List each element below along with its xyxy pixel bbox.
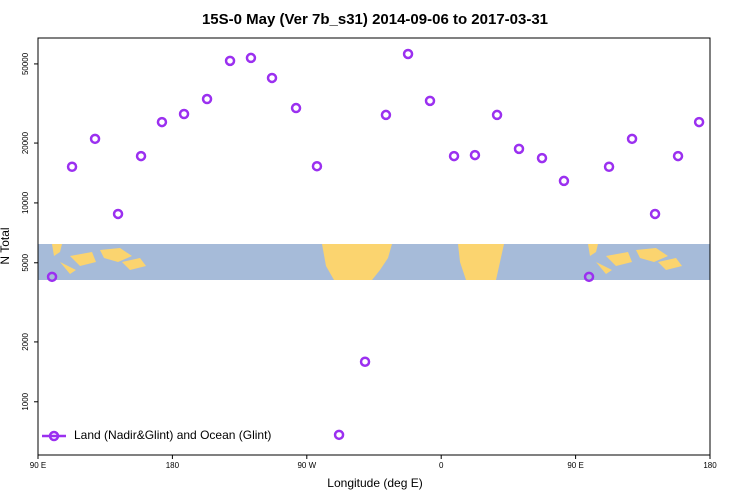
y-tick-label: 20000 bbox=[21, 131, 30, 154]
point bbox=[224, 55, 236, 67]
x-tick-label: 90 E bbox=[567, 461, 583, 470]
chart-title: 15S-0 May (Ver 7b_s31) 2014-09-06 to 201… bbox=[202, 11, 548, 28]
land bbox=[322, 244, 392, 280]
point bbox=[311, 160, 323, 172]
point bbox=[201, 93, 213, 105]
point bbox=[135, 150, 147, 162]
point bbox=[558, 175, 570, 187]
point bbox=[112, 208, 124, 220]
point bbox=[290, 102, 302, 114]
point bbox=[626, 133, 638, 145]
land bbox=[52, 244, 146, 274]
point bbox=[603, 161, 615, 173]
point bbox=[178, 108, 190, 120]
x-tick-label: 180 bbox=[166, 461, 180, 470]
point bbox=[46, 271, 58, 283]
land bbox=[588, 244, 682, 274]
y-tick-label: 5000 bbox=[21, 253, 30, 271]
point bbox=[333, 429, 345, 441]
point bbox=[245, 52, 257, 64]
plot-frame bbox=[37, 37, 711, 456]
legend-marker bbox=[48, 430, 60, 442]
point bbox=[402, 48, 414, 60]
point bbox=[448, 150, 460, 162]
point bbox=[380, 109, 392, 121]
y-tick-label: 2000 bbox=[21, 332, 30, 350]
point bbox=[359, 356, 371, 367]
point bbox=[266, 72, 278, 84]
point bbox=[672, 150, 684, 162]
y-tick-label: 1000 bbox=[21, 392, 30, 410]
x-tick-label: 90 E bbox=[30, 461, 46, 470]
land bbox=[458, 244, 504, 280]
y-axis-label: N Total bbox=[0, 227, 12, 264]
x-axis-label: Longitude (deg E) bbox=[327, 476, 422, 490]
point bbox=[583, 271, 595, 283]
point bbox=[649, 208, 661, 220]
x-tick-label: 180 bbox=[703, 461, 717, 470]
y-tick-label: 10000 bbox=[21, 191, 30, 214]
point bbox=[693, 116, 705, 128]
point bbox=[156, 116, 168, 128]
x-tick-label: 90 W bbox=[297, 461, 316, 470]
x-tick-label: 0 bbox=[439, 461, 444, 470]
point bbox=[66, 161, 78, 173]
point bbox=[513, 143, 525, 155]
legend-label: Land (Nadir&Glint) and Ocean (Glint) bbox=[74, 428, 271, 442]
y-tick-label: 50000 bbox=[21, 52, 30, 75]
point bbox=[536, 152, 548, 164]
point bbox=[469, 149, 481, 161]
point bbox=[89, 133, 101, 145]
point bbox=[424, 95, 436, 107]
point bbox=[491, 109, 503, 121]
map-strip bbox=[38, 244, 710, 280]
